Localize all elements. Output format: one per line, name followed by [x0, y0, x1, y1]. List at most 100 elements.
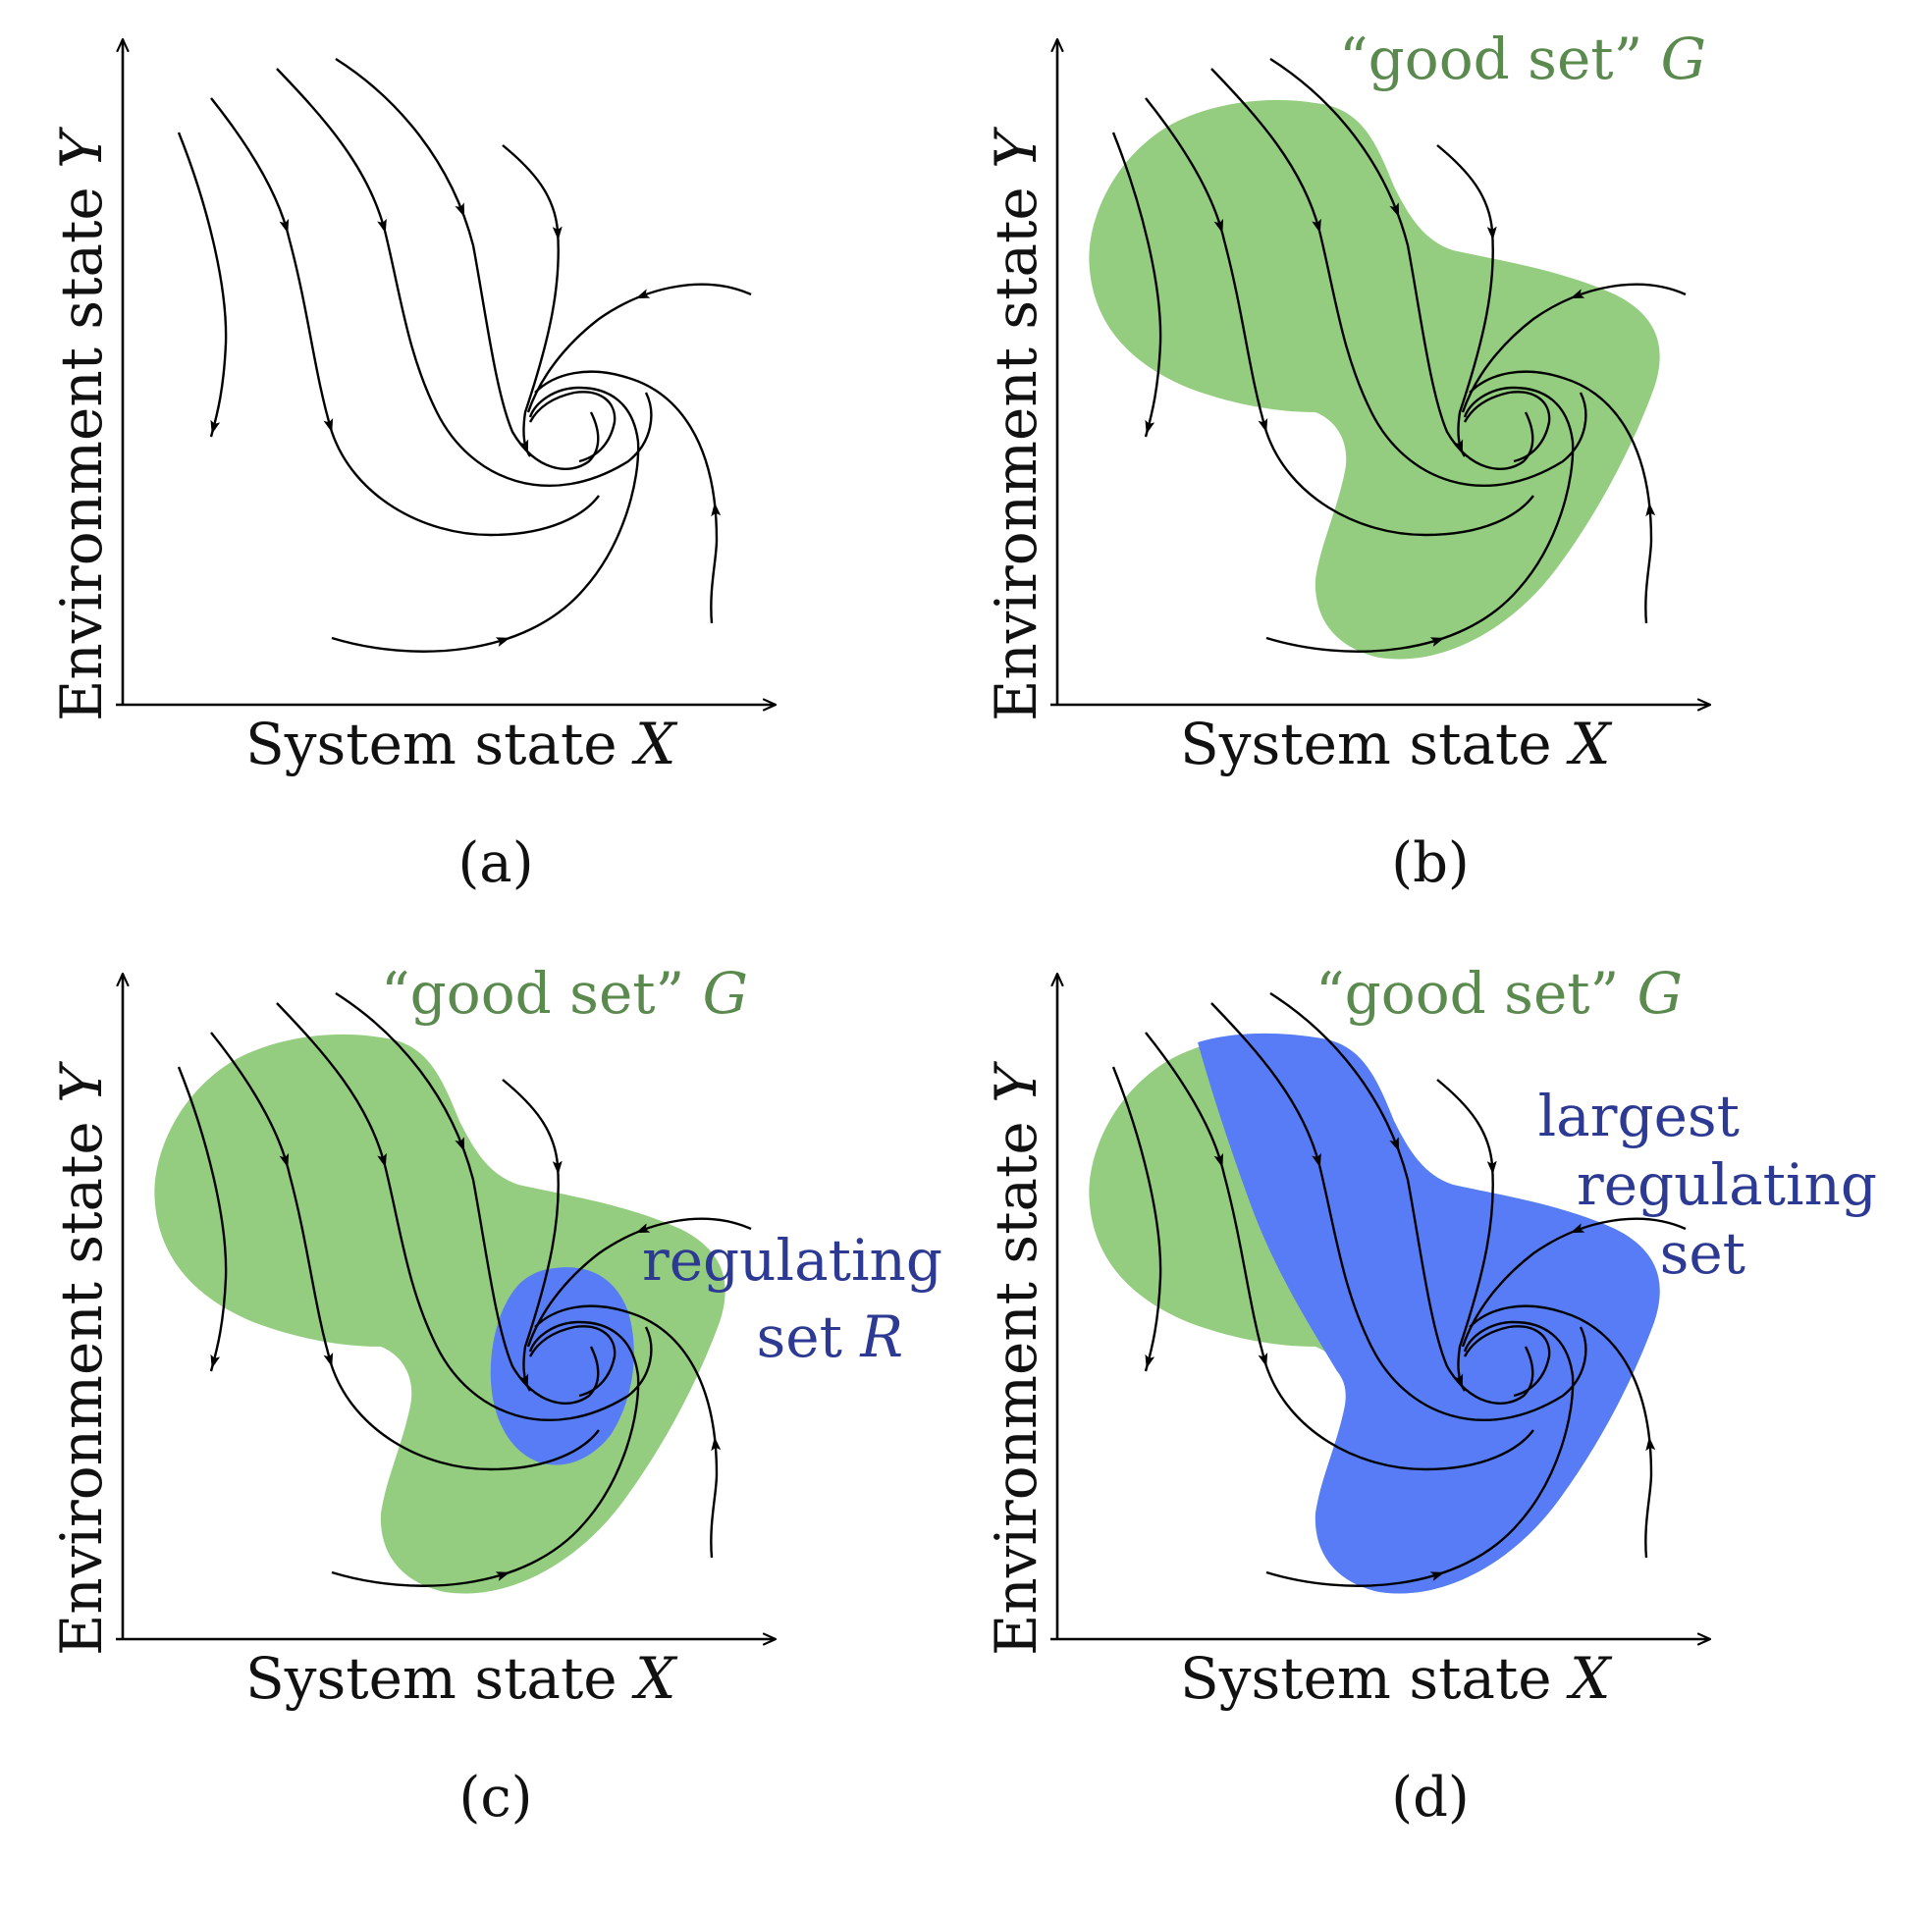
- flow-arrowhead: [1312, 218, 1321, 234]
- flow-arrowhead: [1429, 637, 1445, 647]
- flow-arrowhead: [1145, 419, 1155, 435]
- flow-curve: [526, 1217, 752, 1348]
- flow-arrowhead: [1570, 289, 1585, 299]
- flow-lines: [1111, 57, 1687, 653]
- flow-arrowhead: [635, 289, 651, 299]
- flow-curve: [276, 68, 653, 488]
- flow-curve: [331, 1320, 640, 1587]
- flow-curve: [1269, 991, 1534, 1405]
- flow-lines: [177, 57, 752, 653]
- good-set-region: [154, 1034, 725, 1594]
- flow-arrowhead: [455, 202, 465, 218]
- largest-regulating-set-region: [1198, 1033, 1660, 1594]
- x-axis-label: System state X: [1180, 711, 1613, 777]
- x-axis-label: System state X: [245, 711, 678, 777]
- flow-arrowhead: [518, 439, 529, 454]
- flow-curve: [502, 1079, 560, 1392]
- flow-lines: [1111, 991, 1687, 1587]
- axes: [116, 39, 776, 705]
- flow-curve: [335, 57, 600, 470]
- panel-c: “good set” G regulating set R System sta…: [48, 960, 942, 1830]
- y-axis-label: Environment state Y: [48, 127, 115, 721]
- flow-arrowhead: [279, 218, 290, 234]
- flow-arrowhead: [711, 502, 722, 517]
- flow-curve: [331, 386, 640, 653]
- flow-curve: [1436, 144, 1494, 457]
- regulating-label-line-1: regulating: [642, 1227, 942, 1294]
- flow-arrowhead: [323, 1352, 334, 1367]
- flow-curve: [1469, 370, 1653, 624]
- flow-arrowhead: [1645, 502, 1656, 517]
- flow-curve: [1469, 1304, 1653, 1559]
- flow-curve: [528, 1325, 617, 1398]
- flow-curve: [177, 1066, 228, 1372]
- flow-arrowhead: [1312, 1152, 1321, 1168]
- flow-arrowhead: [1453, 439, 1464, 454]
- flow-arrowhead: [635, 1223, 651, 1234]
- flow-curve: [1265, 1320, 1575, 1587]
- flow-curve: [1463, 1325, 1551, 1398]
- good-set-label: “good set” G: [381, 960, 748, 1027]
- flow-curve: [177, 132, 228, 438]
- flow-arrowhead: [495, 637, 510, 647]
- flow-curve: [1463, 391, 1551, 463]
- flow-arrowhead: [1258, 417, 1268, 433]
- flow-arrowhead: [1453, 1373, 1464, 1389]
- flow-arrowhead: [377, 1152, 387, 1168]
- flow-arrowhead: [377, 218, 387, 234]
- axes: [1050, 39, 1710, 705]
- panel-a: System state X Environment state Y (a): [48, 39, 776, 895]
- flow-lines: [177, 991, 752, 1587]
- flow-curve: [526, 283, 752, 413]
- largest-regulating-label-line-3: set: [1660, 1220, 1745, 1287]
- flow-curve: [528, 391, 617, 463]
- panel-caption: (a): [457, 831, 533, 895]
- flow-curve: [1461, 1217, 1687, 1348]
- flow-arrowhead: [495, 1571, 510, 1581]
- y-axis-label: Environment state Y: [48, 1061, 115, 1656]
- flow-curve: [1265, 386, 1575, 653]
- flow-arrowhead: [1429, 1571, 1445, 1581]
- flow-arrowhead: [518, 1373, 529, 1389]
- good-set-label: “good set” G: [1315, 960, 1683, 1027]
- flow-curve: [1269, 57, 1534, 470]
- flow-arrowhead: [323, 417, 334, 433]
- flow-curve: [534, 370, 719, 624]
- x-axis-label: System state X: [1180, 1645, 1613, 1712]
- largest-regulating-label-line-2: regulating: [1577, 1151, 1877, 1218]
- flow-curve: [335, 991, 600, 1405]
- axes: [116, 974, 776, 1639]
- flow-arrowhead: [1486, 226, 1497, 240]
- flow-curve: [534, 1304, 719, 1559]
- x-axis-label: System state X: [245, 1645, 678, 1712]
- panel-caption: (c): [458, 1766, 532, 1830]
- axes: [1050, 974, 1710, 1639]
- flow-arrowhead: [1645, 1436, 1656, 1452]
- flow-curve: [502, 144, 560, 457]
- panel-b: “good set” G System state X Environment …: [983, 26, 1710, 895]
- flow-arrowhead: [1570, 1223, 1585, 1234]
- flow-arrowhead: [210, 419, 221, 435]
- flow-arrowhead: [1213, 218, 1224, 234]
- flow-arrowhead: [711, 1436, 722, 1452]
- good-set-region: [1089, 99, 1660, 660]
- y-axis-label: Environment state Y: [983, 127, 1049, 721]
- flow-arrowhead: [279, 1152, 290, 1168]
- flow-curve: [276, 1002, 653, 1422]
- flow-arrowhead: [455, 1137, 465, 1152]
- flow-arrowhead: [210, 1354, 221, 1369]
- panel-caption: (d): [1391, 1766, 1470, 1830]
- flow-curve: [1111, 132, 1162, 438]
- largest-regulating-label-line-1: largest: [1538, 1083, 1740, 1149]
- regulating-label-line-2: set R: [756, 1303, 903, 1370]
- flow-arrowhead: [1486, 1160, 1497, 1175]
- flow-curve: [1210, 68, 1587, 488]
- flow-arrowhead: [1213, 1152, 1224, 1168]
- flow-arrowhead: [1145, 1354, 1155, 1369]
- flow-curve: [1111, 1066, 1162, 1372]
- flow-curve: [1210, 1002, 1587, 1422]
- flow-arrowhead: [552, 1160, 563, 1175]
- flow-curve: [1461, 283, 1687, 413]
- good-set-label: “good set” G: [1339, 26, 1706, 92]
